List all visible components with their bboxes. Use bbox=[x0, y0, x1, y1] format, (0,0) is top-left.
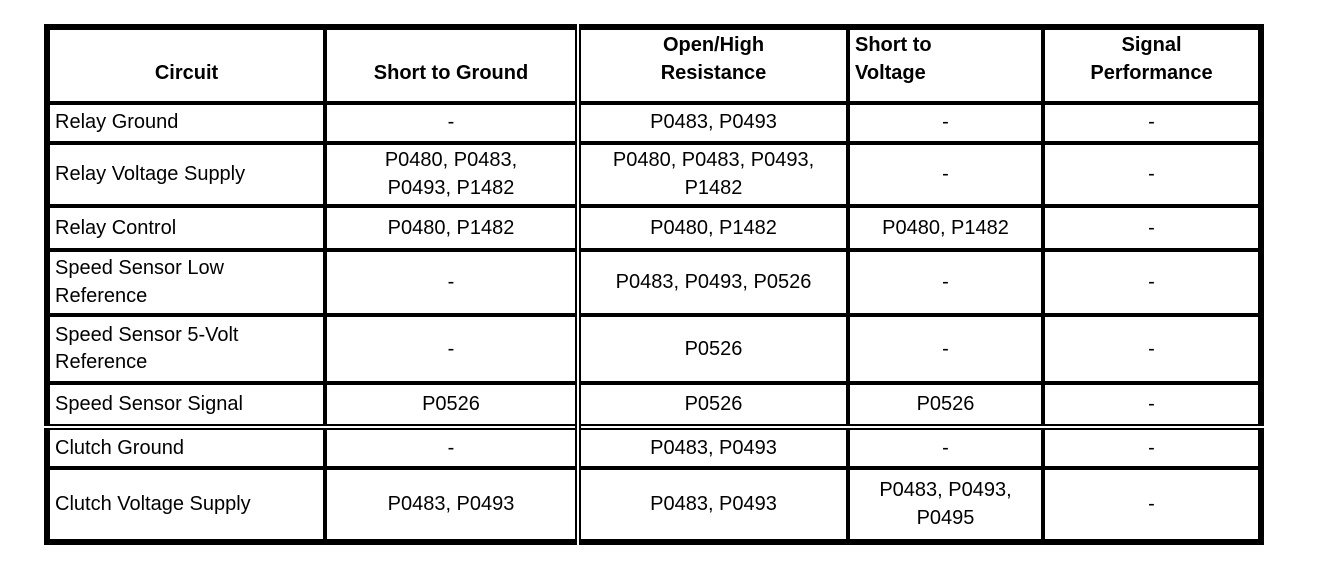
column-header-signal-performance: Signal Performance bbox=[1041, 24, 1263, 106]
cell-signal-performance: - bbox=[1041, 141, 1263, 209]
cell-short-to-voltage: P0526 bbox=[846, 381, 1045, 430]
header-row: Circuit Short to Ground Open/High Resist… bbox=[45, 24, 1263, 106]
cell-circuit: Clutch Voltage Supply bbox=[45, 466, 327, 545]
cell-short-to-ground: P0483, P0493 bbox=[323, 466, 580, 545]
cell-signal-performance: - bbox=[1041, 466, 1263, 545]
cell-short-to-voltage: - bbox=[846, 141, 1045, 209]
cell-open-high-resistance: P0483, P0493 bbox=[575, 424, 850, 471]
cell-short-to-ground: - bbox=[323, 313, 580, 386]
cell-short-to-ground: P0526 bbox=[323, 381, 580, 430]
cell-open-high-resistance: P0526 bbox=[575, 313, 850, 386]
cell-circuit: Relay Control bbox=[45, 204, 327, 253]
cell-short-to-ground: - bbox=[323, 101, 580, 146]
cell-short-to-voltage: P0480, P1482 bbox=[846, 204, 1045, 253]
cell-circuit: Speed Sensor 5-Volt Reference bbox=[45, 313, 327, 386]
table-row: Speed Sensor Signal P0526 P0526 P0526 - bbox=[45, 381, 1263, 430]
cell-signal-performance: - bbox=[1041, 204, 1263, 253]
cell-open-high-resistance: P0483, P0493 bbox=[575, 101, 850, 146]
cell-signal-performance: - bbox=[1041, 381, 1263, 430]
cell-signal-performance: - bbox=[1041, 313, 1263, 386]
column-header-short-to-ground: Short to Ground bbox=[323, 24, 580, 106]
cell-circuit: Clutch Ground bbox=[45, 424, 327, 471]
cell-short-to-voltage: P0483, P0493, P0495 bbox=[846, 466, 1045, 545]
cell-signal-performance: - bbox=[1041, 248, 1263, 318]
table-row: Relay Voltage Supply P0480, P0483, P0493… bbox=[45, 141, 1263, 209]
cell-short-to-voltage: - bbox=[846, 424, 1045, 471]
table-row: Relay Ground - P0483, P0493 - - bbox=[45, 101, 1263, 146]
cell-short-to-ground: - bbox=[323, 424, 580, 471]
cell-circuit: Speed Sensor Signal bbox=[45, 381, 327, 430]
cell-open-high-resistance: P0480, P1482 bbox=[575, 204, 850, 253]
cell-open-high-resistance: P0483, P0493, P0526 bbox=[575, 248, 850, 318]
cell-short-to-ground: P0480, P1482 bbox=[323, 204, 580, 253]
table-row: Speed Sensor Low Reference - P0483, P049… bbox=[45, 248, 1263, 318]
cell-circuit: Relay Ground bbox=[45, 101, 327, 146]
cell-short-to-voltage: - bbox=[846, 101, 1045, 146]
table-row: Relay Control P0480, P1482 P0480, P1482 … bbox=[45, 204, 1263, 253]
table-row: Clutch Ground - P0483, P0493 - - bbox=[45, 424, 1263, 471]
table-row: Clutch Voltage Supply P0483, P0493 P0483… bbox=[45, 466, 1263, 545]
cell-open-high-resistance: P0526 bbox=[575, 381, 850, 430]
cell-signal-performance: - bbox=[1041, 101, 1263, 146]
cell-short-to-ground: - bbox=[323, 248, 580, 318]
cell-circuit: Relay Voltage Supply bbox=[45, 141, 327, 209]
cell-short-to-voltage: - bbox=[846, 313, 1045, 386]
cell-signal-performance: - bbox=[1041, 424, 1263, 471]
cell-open-high-resistance: P0480, P0483, P0493, P1482 bbox=[575, 141, 850, 209]
cell-short-to-voltage: - bbox=[846, 248, 1045, 318]
dtc-circuit-table: Circuit Short to Ground Open/High Resist… bbox=[44, 24, 1264, 546]
cell-circuit: Speed Sensor Low Reference bbox=[45, 248, 327, 318]
column-header-short-to-voltage: Short to Voltage bbox=[846, 24, 1045, 106]
cell-short-to-ground: P0480, P0483, P0493, P1482 bbox=[323, 141, 580, 209]
cell-open-high-resistance: P0483, P0493 bbox=[575, 466, 850, 545]
column-header-circuit: Circuit bbox=[45, 24, 327, 106]
table-row: Speed Sensor 5-Volt Reference - P0526 - … bbox=[45, 313, 1263, 386]
column-header-open-high-resistance: Open/High Resistance bbox=[575, 24, 850, 106]
